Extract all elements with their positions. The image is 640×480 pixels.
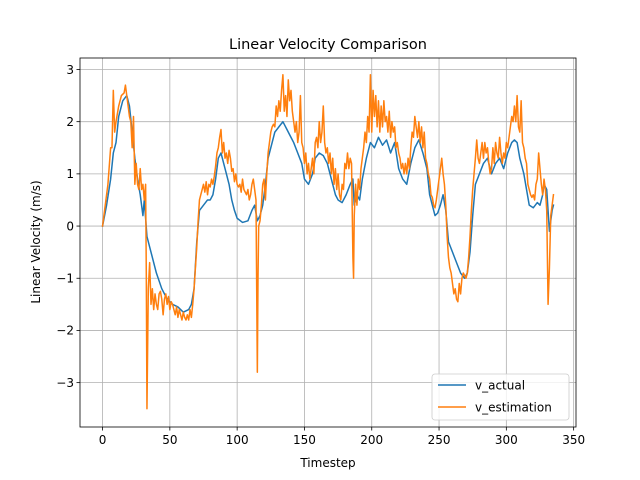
y-tick-label: 3 [66, 63, 74, 77]
x-axis-label: Timestep [299, 456, 355, 470]
y-axis-label: Linear Velocity (m/s) [29, 180, 43, 303]
x-tick-label: 100 [226, 433, 249, 447]
y-tick-label: −2 [56, 324, 74, 338]
plot-frame [79, 57, 577, 428]
x-tick-label: 200 [360, 433, 383, 447]
x-tick-label: 50 [162, 433, 177, 447]
x-tick-label: 0 [99, 433, 107, 447]
x-tick-label: 300 [495, 433, 518, 447]
y-tick-label: 1 [66, 167, 74, 181]
series-line-v-estimation [101, 73, 555, 410]
y-tick-label: −3 [56, 376, 74, 390]
series-layer [101, 73, 555, 410]
legend-label-v-actual: v_actual [475, 379, 525, 393]
x-axis: 0 50 100 150 200 250 300 350 [99, 427, 585, 447]
x-tick-label: 250 [428, 433, 451, 447]
y-tick-label: 2 [66, 115, 74, 129]
y-axis: −3 −2 −1 0 1 2 3 [56, 63, 80, 390]
y-tick-label: 0 [66, 219, 74, 233]
x-tick-label: 150 [293, 433, 316, 447]
grid [80, 58, 576, 427]
y-tick-label: −1 [56, 272, 74, 286]
legend-label-v-estimation: v_estimation [475, 401, 552, 415]
legend: v_actual v_estimation [431, 373, 570, 421]
chart-title: Linear Velocity Comparison [229, 37, 427, 53]
legend-box [431, 373, 570, 421]
x-tick-label: 350 [562, 433, 585, 447]
